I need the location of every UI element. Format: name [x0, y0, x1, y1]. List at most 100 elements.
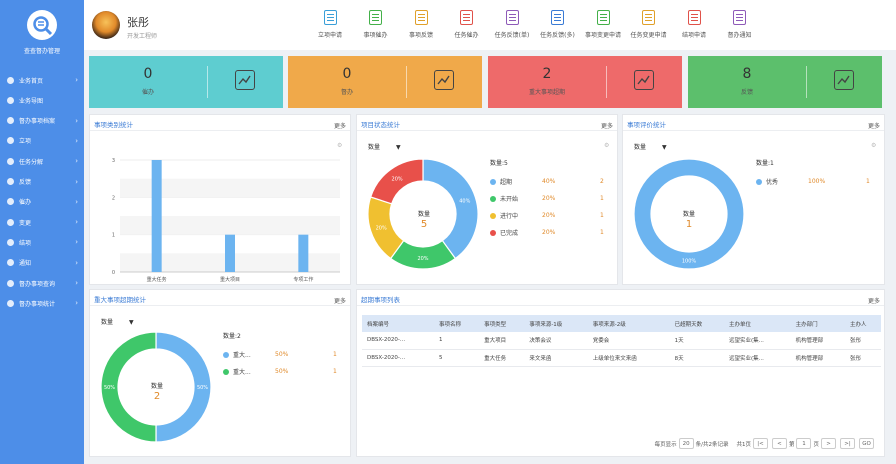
- quicklink-4[interactable]: 任务反馈(单): [490, 10, 534, 39]
- eval-legend: 数量:1 优秀 100% 1: [756, 158, 870, 190]
- center-value: 5: [420, 219, 428, 230]
- prev-page-button[interactable]: <: [771, 438, 787, 449]
- legend-item[interactable]: 重大... 50% 1: [223, 346, 337, 363]
- mail-icon: [460, 10, 473, 25]
- quicklink-3[interactable]: 任务催办: [445, 10, 489, 39]
- legend-name: 超期: [500, 179, 513, 186]
- chevron-right-icon: ›: [75, 136, 78, 145]
- overdue-donut-chart: 50% 50%: [100, 331, 212, 443]
- settings-icon[interactable]: ⚙: [337, 142, 343, 149]
- total-pages: 共1页: [736, 441, 751, 448]
- stat-label: 重大事项超期: [528, 89, 565, 96]
- pagination: 每页显示 20 条/共2条记录 共1页 |< < 第 1 页 > >| GO: [655, 438, 876, 449]
- x-tick-label: 重大项目: [220, 276, 240, 283]
- sidebar-item[interactable]: 任务分解 ›: [0, 151, 84, 171]
- sidebar-item[interactable]: 立项 ›: [0, 131, 84, 151]
- count-dropdown[interactable]: 数量 ▼: [634, 142, 667, 151]
- more-link[interactable]: 更多: [333, 123, 346, 130]
- sidebar-item[interactable]: 督办事项查询 ›: [0, 273, 84, 293]
- sidebar-item[interactable]: 业务导图: [0, 90, 84, 110]
- legend-item[interactable]: 重大... 50% 1: [223, 363, 337, 380]
- stat-card[interactable]: 0 督办: [288, 56, 482, 108]
- sidebar-item[interactable]: 督办事项档案 ›: [0, 111, 84, 131]
- more-link[interactable]: 更多: [600, 123, 613, 130]
- legend-swatch: [490, 195, 496, 202]
- sidebar-item[interactable]: 业务首页 ›: [0, 70, 84, 90]
- sidebar-item-label: 督办事项统计: [19, 300, 56, 308]
- count-dropdown[interactable]: 数量 ▼: [368, 142, 401, 151]
- panel-type-stats: 事项类别统计 更多 ⚙ 0 1 2 3 重大任务 重大项目 专项工作: [89, 114, 351, 285]
- more-link[interactable]: 更多: [867, 298, 880, 305]
- grid-band: [120, 178, 340, 198]
- per-page-select[interactable]: 20: [678, 438, 694, 449]
- feedback-icon: [505, 10, 519, 25]
- legend-pct: 50%: [275, 351, 289, 358]
- stat-card[interactable]: 0 催办: [89, 56, 283, 108]
- more-link[interactable]: 更多: [867, 123, 880, 130]
- table-row[interactable]: DBSX-2020-... 5 重大任务 来文来函 上级单位来文来函 8天 远望实业(集..…: [362, 349, 881, 367]
- legend-item[interactable]: 进行中 20% 1: [490, 207, 604, 224]
- sidebar-item[interactable]: 通知 ›: [0, 253, 84, 273]
- last-page-button[interactable]: >|: [840, 438, 855, 449]
- slice-label: 20%: [376, 226, 387, 232]
- quicklink-0[interactable]: 立项申请: [308, 10, 352, 39]
- sidebar-item[interactable]: 督办事项统计 ›: [0, 293, 84, 313]
- column-header[interactable]: 档案编号: [362, 315, 435, 332]
- column-header[interactable]: 事项名称: [434, 315, 480, 332]
- divider: [806, 66, 807, 98]
- quicklink-5[interactable]: 任务反馈(多): [536, 10, 580, 39]
- settings-icon[interactable]: ⚙: [871, 142, 877, 149]
- quicklink-2[interactable]: 事项反馈: [399, 10, 443, 39]
- legend-pct: 100%: [808, 178, 826, 185]
- more-link[interactable]: 更多: [333, 298, 346, 305]
- center-value: 2: [153, 391, 161, 402]
- legend-name: 已完成: [500, 230, 519, 237]
- quicklink-label: 事项变更申请: [584, 32, 621, 39]
- table-row[interactable]: DBSX-2020-... 1 重大项目 决策会议 党委会 1天 远望实业(集... 机构管理…: [362, 332, 881, 350]
- quicklink-6[interactable]: 事项变更申请: [581, 10, 625, 39]
- stat-card[interactable]: 8 反馈: [688, 56, 882, 108]
- menu-icon: [7, 279, 14, 287]
- quicklink-8[interactable]: 结项申请: [672, 10, 716, 39]
- sidebar-item[interactable]: 催办 ›: [0, 192, 84, 212]
- stat-card[interactable]: 2 重大事项超期: [488, 56, 682, 108]
- table-cell: 重大任务: [479, 349, 525, 367]
- page-input[interactable]: 1: [796, 438, 812, 449]
- sidebar-item[interactable]: 反馈 ›: [0, 172, 84, 192]
- legend-item[interactable]: 已完成 20% 1: [490, 224, 604, 241]
- sidebar-item[interactable]: 变更 ›: [0, 212, 84, 232]
- app-logo[interactable]: 查查督办管理: [0, 10, 84, 55]
- first-page-button[interactable]: |<: [752, 438, 768, 449]
- avatar[interactable]: [92, 11, 120, 39]
- go-button[interactable]: GO: [859, 438, 874, 449]
- settings-icon[interactable]: ⚙: [604, 142, 610, 149]
- count-dropdown[interactable]: 数量 ▼: [101, 317, 134, 326]
- donut-slice[interactable]: [369, 158, 424, 205]
- legend-item[interactable]: 优秀 100% 1: [756, 173, 870, 190]
- quicklink-7[interactable]: 任务变更申请: [627, 10, 671, 39]
- column-header[interactable]: 主办部门: [790, 315, 845, 332]
- sidebar-item[interactable]: 结项 ›: [0, 232, 84, 252]
- legend-item[interactable]: 未开始 20% 1: [490, 190, 604, 207]
- menu-icon: [7, 137, 14, 145]
- stat-value: 2: [542, 66, 552, 82]
- column-header[interactable]: 已超期天数: [669, 315, 724, 332]
- next-page-button[interactable]: >: [821, 438, 836, 449]
- quicklink-9[interactable]: 督办通知: [718, 10, 762, 39]
- close-project-icon: [687, 10, 701, 25]
- legend-swatch: [223, 368, 229, 375]
- column-header[interactable]: 主办人: [845, 315, 881, 332]
- status-legend: 数量:5 超期 40% 2 未开始 20% 1 进行中 20% 1 已完成 20% 1: [490, 158, 604, 241]
- donut-slice[interactable]: [422, 158, 479, 260]
- donut-slice[interactable]: [633, 158, 745, 270]
- quicklink-1[interactable]: 事项催办: [354, 10, 398, 39]
- legend-count: 1: [600, 229, 604, 236]
- legend-item[interactable]: 超期 40% 2: [490, 173, 604, 190]
- column-header[interactable]: 事项来源-2级: [587, 315, 670, 332]
- donut-slice[interactable]: [100, 331, 157, 443]
- column-header[interactable]: 主办单位: [724, 315, 791, 332]
- legend-pct: 20%: [542, 195, 556, 202]
- table-cell: 党委会: [587, 332, 670, 350]
- column-header[interactable]: 事项类型: [479, 315, 525, 332]
- column-header[interactable]: 事项来源-1级: [524, 315, 588, 332]
